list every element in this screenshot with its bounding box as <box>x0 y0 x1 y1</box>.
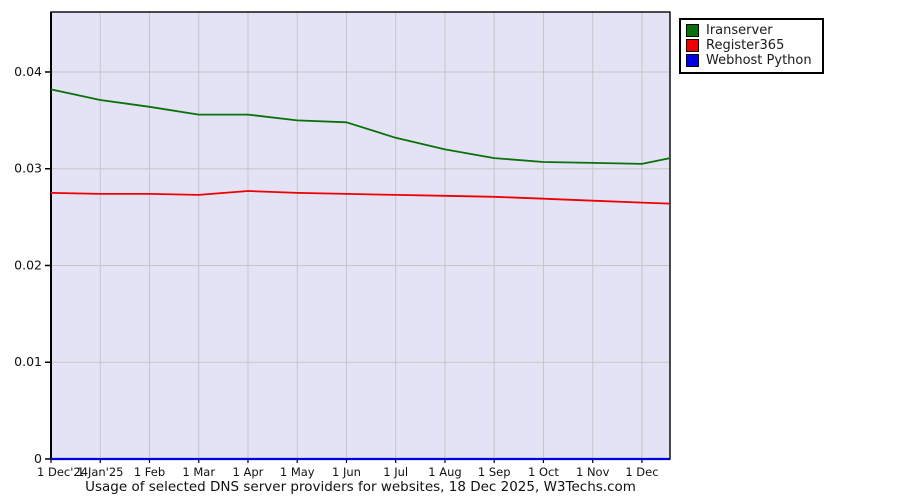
legend-item-iranserver: Iranserver <box>686 23 812 38</box>
x-tick-label: 1 Oct <box>528 465 559 479</box>
iranserver-color-swatch <box>686 24 699 37</box>
x-tick-label: 1 Dec'24 <box>37 465 88 479</box>
x-tick-label: 1 Sep <box>478 465 511 479</box>
x-tick-label: 1 Jul <box>383 465 408 479</box>
legend-item-webhost-python: Webhost Python <box>686 53 812 68</box>
chart-title: Usage of selected DNS server providers f… <box>85 479 636 495</box>
legend-label: Register365 <box>706 38 785 53</box>
legend-label: Iranserver <box>706 23 773 38</box>
legend-item-register365: Register365 <box>686 38 812 53</box>
x-tick-label: 1 Dec <box>625 465 658 479</box>
chart-legend: Iranserver Register365 Webhost Python <box>679 18 824 74</box>
x-tick-label: 1 Jan'25 <box>77 465 124 479</box>
x-tick-label: 1 Mar <box>182 465 215 479</box>
y-tick-label: 0.04 <box>14 64 42 79</box>
x-tick-label: 1 Aug <box>428 465 461 479</box>
series-line-iranserver <box>50 88 671 165</box>
plot-background <box>51 12 670 459</box>
x-tick-label: 1 May <box>280 465 315 479</box>
legend-label: Webhost Python <box>706 53 812 68</box>
series-line-register365 <box>50 190 671 205</box>
y-tick-label: 0.03 <box>14 161 42 176</box>
y-tick-label: 0.02 <box>14 257 42 272</box>
x-tick-label: 1 Feb <box>134 465 165 479</box>
register365-color-swatch <box>686 39 699 52</box>
y-tick-label: 0 <box>34 451 42 466</box>
webhost-python-color-swatch <box>686 54 699 67</box>
x-tick-label: 1 Apr <box>233 465 264 479</box>
x-tick-label: 1 Nov <box>576 465 610 479</box>
x-tick-label: 1 Jun <box>332 465 361 479</box>
y-tick-label: 0.01 <box>14 354 42 369</box>
